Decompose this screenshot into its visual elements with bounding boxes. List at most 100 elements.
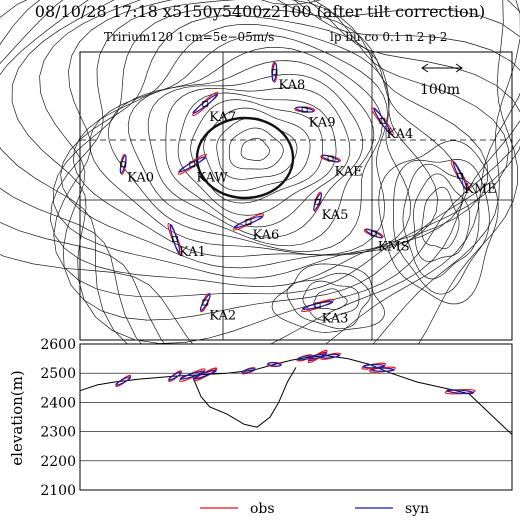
- particle-motion-obs: [177, 153, 207, 175]
- station-ka0: KA0: [119, 153, 154, 185]
- profile-motion-syn: [241, 368, 256, 374]
- station-marker: [245, 219, 252, 225]
- stations: KA8 KA7 KA9 KA4 KA0 KAW KAE KME KA5 KA6 KMS KA1 KA2 K…: [119, 61, 497, 326]
- profile-gridlines: [80, 372, 512, 462]
- station-marker: [202, 100, 209, 107]
- contour-line: [127, 60, 375, 247]
- station-label: KA2: [209, 309, 236, 324]
- station-ka2: KA2: [199, 292, 236, 324]
- topographic-contours: [0, 0, 520, 410]
- contour-line: [89, 34, 388, 256]
- contour-line-east: [393, 159, 490, 295]
- crater-profile: [191, 367, 297, 428]
- profile-motion-syn: [115, 376, 131, 386]
- elevation-tick: 2600: [40, 337, 76, 353]
- figure-title: 08/10/28 17:18 x5150y5400z2100 (after ti…: [34, 2, 486, 21]
- profile-motion-syn: [362, 364, 386, 369]
- station-marker: [314, 302, 321, 309]
- contour-line: [177, 92, 337, 216]
- particle-motion-syn: [271, 62, 277, 82]
- station-label: KA6: [252, 228, 279, 243]
- contour-line: [11, 0, 520, 344]
- contour-line-east: [421, 186, 460, 250]
- station-kaw: KAW: [177, 153, 228, 185]
- contour-line: [0, 0, 520, 366]
- contour-line: [60, 15, 439, 269]
- profile-particle-motions: [115, 349, 476, 395]
- profile-panel: 2600 2500 2400 2300 2200 2100 elevation(m): [8, 337, 513, 499]
- scale-bar: 100m: [420, 63, 463, 98]
- profile-motion-syn: [446, 389, 475, 395]
- contour-line: [107, 46, 383, 253]
- contour-line-south: [286, 272, 371, 330]
- topography-profile: [79, 355, 513, 435]
- station-ka6: KA6: [232, 213, 279, 243]
- contour-line-south: [271, 263, 385, 333]
- contour-line-south: [302, 280, 360, 321]
- station-label: KME: [464, 182, 497, 197]
- contour-line: [165, 87, 351, 228]
- station-label: KAW: [196, 170, 228, 185]
- profile-motion-syn: [309, 353, 327, 359]
- contour-line: [53, 0, 510, 298]
- contour-line: [73, 23, 411, 258]
- legend-syn-label: syn: [405, 501, 429, 517]
- contour-line-east: [413, 173, 471, 262]
- contour-line: [147, 73, 364, 238]
- station-label: KAE: [335, 165, 363, 180]
- particle-motion-syn: [313, 192, 322, 211]
- elevation-tick-labels: 2600 2500 2400 2300 2200 2100: [40, 337, 76, 499]
- elevation-tick: 2500: [40, 366, 76, 382]
- station-kms: KMS: [363, 228, 410, 254]
- contour-line: [39, 0, 520, 321]
- particle-motion-syn: [169, 224, 181, 255]
- particle-motion-syn: [452, 161, 468, 191]
- station-marker: [370, 230, 377, 237]
- station-marker: [189, 161, 196, 168]
- station-marker: [314, 198, 321, 205]
- station-label: KA4: [386, 127, 413, 142]
- contour-line: [228, 127, 284, 170]
- contour-line: [0, 0, 520, 386]
- station-label: KA7: [209, 110, 236, 125]
- particle-motion-syn: [178, 156, 207, 173]
- particle-motion-syn: [192, 93, 219, 114]
- station-marker: [457, 172, 464, 179]
- station-label: KA1: [179, 245, 206, 260]
- station-ka7: KA7: [192, 91, 236, 125]
- station-label: KA5: [322, 208, 349, 223]
- particle-motion-syn: [295, 106, 315, 113]
- particle-motion-syn: [373, 107, 392, 135]
- profile-motion-syn: [267, 362, 282, 367]
- elevation-tick: 2200: [40, 454, 76, 470]
- profile-motion-syn: [168, 371, 182, 381]
- station-label: KMS: [378, 239, 410, 254]
- profile-motion-syn: [370, 367, 395, 372]
- station-marker: [172, 236, 178, 243]
- contour-line: [52, 7, 465, 279]
- profile-motion-syn: [193, 369, 217, 380]
- station-label: KA0: [127, 170, 154, 185]
- profile-motion-syn: [179, 370, 205, 380]
- station-label: KA9: [309, 116, 336, 131]
- contour-line: [0, 0, 520, 400]
- station-ka3: KA3: [300, 298, 349, 326]
- contour-line: [190, 99, 324, 204]
- contour-line: [203, 107, 311, 192]
- station-label: KA3: [322, 311, 349, 326]
- particle-motion-obs: [370, 107, 394, 135]
- scale-bar-label: 100m: [420, 82, 460, 98]
- station-label: KA8: [278, 78, 305, 93]
- station-ka5: KA5: [313, 191, 349, 223]
- station-ka4: KA4: [370, 107, 413, 142]
- station-marker: [120, 161, 127, 168]
- station-marker: [327, 155, 334, 162]
- station-ka1: KA1: [167, 222, 206, 260]
- contour-line: [50, 0, 489, 287]
- elevation-tick: 2100: [40, 483, 76, 499]
- station-kae: KAE: [320, 154, 363, 180]
- elevation-tick: 2300: [40, 425, 76, 441]
- contour-line-east: [378, 140, 499, 305]
- particle-motion-syn: [365, 228, 383, 239]
